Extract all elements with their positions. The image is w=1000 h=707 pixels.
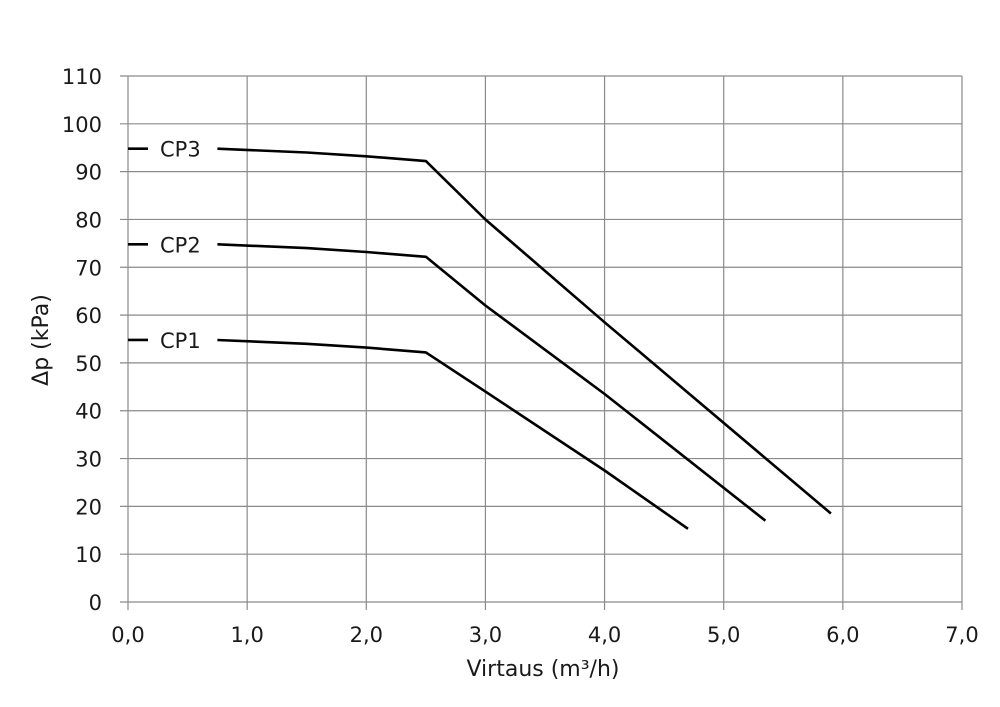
y-tick-label: 80 [75,208,102,232]
y-tick-label: 40 [75,400,102,424]
series-label: CP3 [160,138,201,162]
x-tick-label: 3,0 [469,623,502,647]
x-axis-title: Virtaus (m³/h) [466,657,619,682]
series-line [217,147,832,515]
x-tick-label: 7,0 [945,623,978,647]
x-tick-label: 1,0 [230,623,263,647]
y-tick-label: 30 [75,448,102,472]
series-cp1: CP1 [128,329,689,530]
x-tick-label: 2,0 [350,623,383,647]
y-tick-label: 0 [89,591,102,615]
y-tick-label: 10 [75,543,102,567]
series-label: CP1 [160,329,201,353]
y-tick-label: 100 [62,113,102,137]
series-line [217,243,767,522]
y-tick-label: 90 [75,161,102,185]
series-group: CP1 CP2 CP3 [128,138,832,530]
y-axis-title: Δp (kPa) [29,294,54,386]
series-cp2: CP2 [128,233,767,522]
y-axis-ticks: 0 10 20 30 40 50 60 70 80 90 100 110 [62,65,102,615]
y-tick-label: 60 [75,304,102,328]
x-tick-label: 0,0 [111,623,144,647]
grid [120,75,963,610]
y-tick-label: 50 [75,352,102,376]
series-cp3: CP3 [128,138,832,515]
y-tick-label: 20 [75,495,102,519]
x-tick-label: 6,0 [826,623,859,647]
y-tick-label: 110 [62,65,102,89]
y-tick-label: 70 [75,256,102,280]
series-label: CP2 [160,233,201,257]
x-tick-label: 5,0 [707,623,740,647]
x-axis-ticks: 0,0 1,0 2,0 3,0 4,0 5,0 6,0 7,0 [111,623,978,647]
x-tick-label: 4,0 [588,623,621,647]
series-line [217,338,689,530]
